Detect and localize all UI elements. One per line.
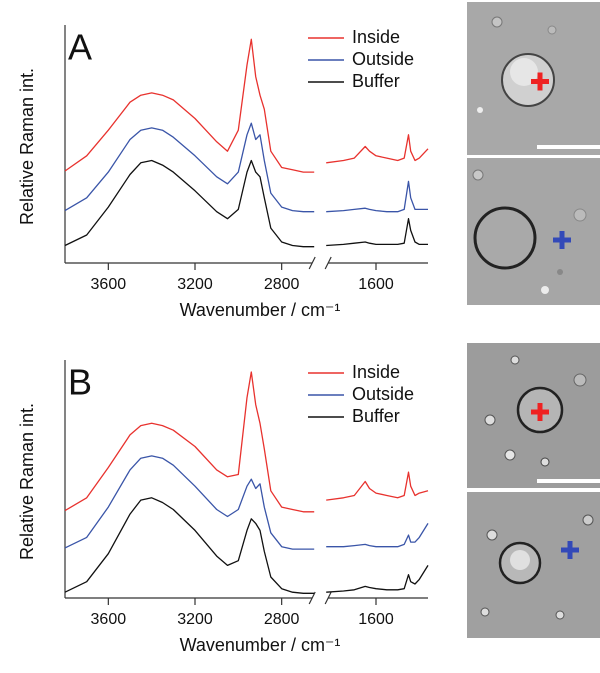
x-tick-label: 2800: [264, 276, 300, 293]
legend-label: Buffer: [352, 406, 400, 426]
micrograph-a-outside: [467, 158, 600, 305]
y-axis-label: Relative Raman int.: [17, 403, 37, 560]
x-tick-label: 2800: [264, 611, 300, 628]
panel-label: A: [68, 27, 92, 68]
x-tick-label: 3200: [177, 276, 213, 293]
panel-label: B: [68, 362, 92, 403]
spectrum-line: [64, 38, 429, 173]
x-axis-label: Wavenumber / cm⁻¹: [180, 300, 341, 320]
spectrum-line: [64, 122, 428, 213]
axis-break: [308, 591, 332, 605]
micrograph-a-inside: [467, 2, 600, 155]
legend-label: Buffer: [352, 71, 400, 91]
x-tick-label: 1600: [358, 276, 394, 293]
x-tick-label: 3200: [177, 611, 213, 628]
x-tick-label: 1600: [358, 611, 394, 628]
x-axis-label: Wavenumber / cm⁻¹: [180, 635, 341, 655]
spectrum-line: [64, 455, 429, 550]
legend-label: Outside: [352, 384, 414, 404]
spectrum-line: [64, 159, 428, 248]
legend-label: Inside: [352, 362, 400, 382]
y-axis-label: Relative Raman int.: [17, 68, 37, 225]
micrograph-b-inside: [467, 343, 600, 488]
spectrum-line: [64, 497, 429, 594]
micrograph-b-outside: [467, 492, 600, 638]
legend-label: Outside: [352, 49, 414, 69]
axis-break: [308, 256, 332, 270]
spectrum-line: [64, 371, 429, 513]
x-tick-label: 3600: [91, 276, 127, 293]
legend-label: Inside: [352, 27, 400, 47]
x-tick-label: 3600: [91, 611, 127, 628]
